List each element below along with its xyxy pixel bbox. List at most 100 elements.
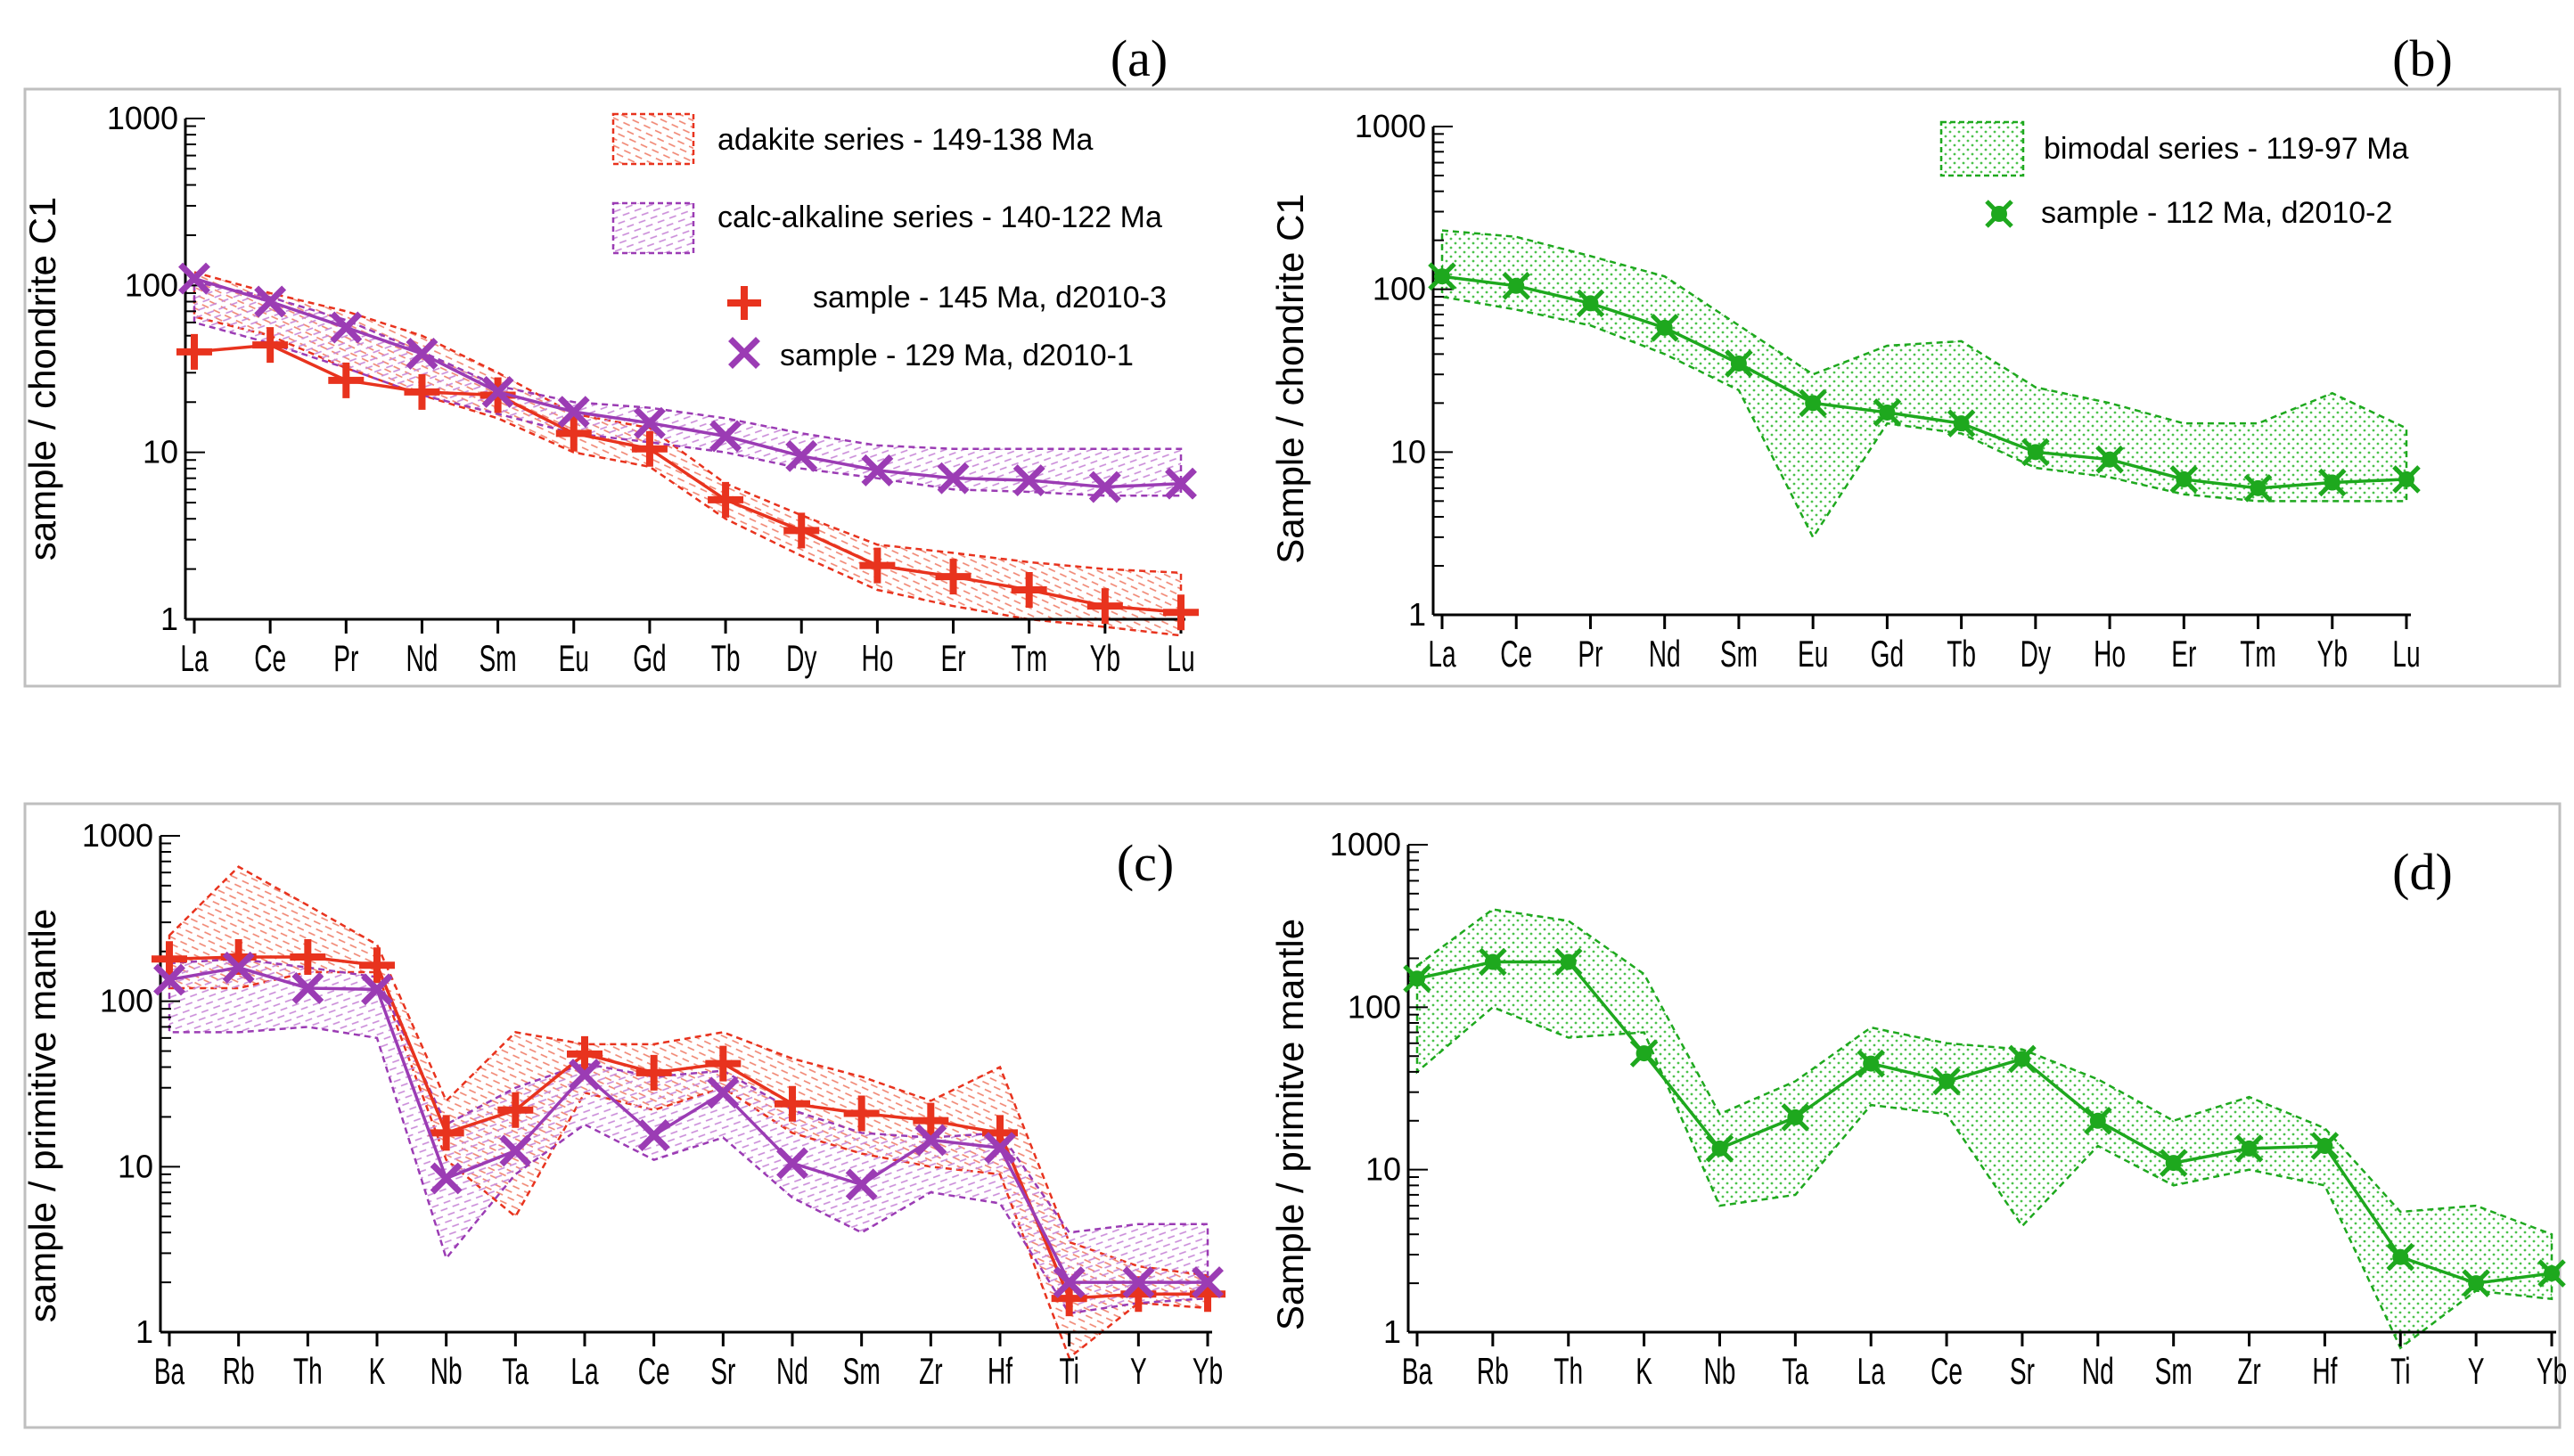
marker-x — [430, 1162, 463, 1195]
data-point-c-0 — [982, 1115, 1018, 1151]
marker-x — [914, 1124, 947, 1157]
data-point-a-0 — [404, 373, 440, 410]
x-tick-label-d: Ta — [1783, 1352, 1809, 1393]
x-tick-label-c: Ba — [154, 1352, 185, 1393]
marker-star-core — [2468, 1275, 2485, 1292]
x-tick-label-a: Eu — [559, 639, 589, 680]
panel-label-d: (d) — [2392, 843, 2453, 901]
data-point-d-0 — [1781, 1103, 1810, 1132]
data-point-d-0 — [1479, 947, 1507, 977]
x-tick-label-d: Sr — [2010, 1352, 2035, 1393]
data-point-c-1 — [1192, 1266, 1224, 1299]
x-tick-label-c: Ti — [1059, 1352, 1078, 1393]
marker-star-core — [1787, 1108, 1804, 1125]
data-point-c-0 — [843, 1095, 880, 1132]
range-a-calc_alkaline — [193, 280, 1183, 497]
marker-plus — [843, 1095, 880, 1132]
data-point-c-1 — [707, 1076, 740, 1109]
data-point-c-1 — [291, 972, 324, 1004]
x-tick-label-a: Pr — [333, 639, 358, 680]
data-point-a-1 — [937, 462, 970, 495]
data-point-c-0 — [152, 941, 187, 977]
data-point-b-0 — [2243, 474, 2273, 503]
marker-star-core — [1560, 953, 1577, 970]
data-point-a-1 — [254, 285, 287, 318]
ylabel-c: sample / primitive mantle — [21, 909, 63, 1322]
data-point-b-0 — [1576, 289, 1605, 318]
data-point-a-0 — [631, 430, 668, 467]
data-point-a-0 — [1163, 594, 1199, 631]
marker-star-core — [2544, 1265, 2560, 1282]
marker-star-core — [1434, 268, 1450, 285]
marker-plus — [705, 1045, 742, 1082]
data-point-b-0 — [2095, 445, 2124, 474]
data-point-c-1 — [1122, 1266, 1155, 1299]
marker-plus — [1163, 594, 1199, 631]
data-point-a-1 — [1088, 470, 1121, 503]
x-tick-label-a: Sm — [480, 639, 517, 680]
data-point-c-1 — [430, 1162, 463, 1195]
x-tick-label-c: Sm — [843, 1352, 881, 1393]
data-point-b-0 — [1650, 314, 1679, 342]
data-point-a-1 — [1165, 467, 1197, 500]
y-tick-label-b: 100 — [1373, 271, 1426, 307]
marker-star-core — [2013, 1051, 2030, 1067]
x-tick-label-d: K — [1635, 1352, 1652, 1393]
legend-swatch-calc-alkaline — [611, 201, 695, 255]
x-tick-label-b: Pr — [1578, 634, 1603, 675]
marker-x — [1165, 467, 1197, 500]
x-tick-label-a: Tm — [1011, 639, 1047, 680]
marker-plus — [635, 1054, 672, 1091]
data-point-b-0 — [2392, 465, 2421, 494]
data-point-c-1 — [361, 973, 393, 1006]
legend-label-bimodal: bimodal series - 119-97 Ma — [2044, 132, 2409, 166]
x-tick-label-d: Hf — [2312, 1352, 2337, 1393]
marker-star-core — [1863, 1055, 1880, 1072]
series-line-d-0 — [1416, 960, 2553, 1285]
marker-star-core — [2241, 1140, 2258, 1157]
marker-x — [361, 973, 393, 1006]
data-point-c-0 — [635, 1054, 672, 1091]
data-point-c-1 — [845, 1168, 878, 1201]
data-point-c-0 — [428, 1115, 464, 1151]
marker-star-core — [2165, 1155, 2182, 1172]
ylabel-d: Sample / primitve mantle — [1269, 919, 1311, 1330]
data-point-c-0 — [705, 1045, 742, 1082]
marker-star-core — [2398, 470, 2414, 487]
x-tick-label-a: Er — [941, 639, 966, 680]
data-point-c-1 — [153, 963, 185, 996]
panel-label-b: (b) — [2392, 29, 2453, 87]
marker-x — [845, 1168, 878, 1201]
x-tick-label-c: Hf — [988, 1352, 1012, 1393]
marker-star-core — [1805, 395, 1822, 412]
x-tick-label-c: Ta — [503, 1352, 529, 1393]
data-point-a-0 — [328, 362, 365, 398]
marker-plus — [152, 941, 187, 977]
data-point-c-0 — [1051, 1280, 1087, 1317]
series-line-a-1 — [193, 276, 1182, 489]
marker-star-core — [1939, 1073, 1955, 1090]
data-point-a-1 — [557, 396, 590, 429]
data-point-b-0 — [1947, 409, 1976, 438]
x-tick-label-d: Th — [1553, 1352, 1583, 1393]
x-tick-label-b: La — [1428, 634, 1455, 675]
x-tick-label-b: Nd — [1649, 634, 1681, 675]
marker-plus — [404, 373, 440, 410]
marker-x — [861, 454, 894, 487]
x-tick-label-d: Ce — [1930, 1352, 1963, 1393]
y-tick-label-b: 1 — [1408, 596, 1426, 633]
range-d-bimodal — [1415, 908, 2554, 1350]
x-tick-label-b: Ce — [1500, 634, 1532, 675]
data-point-a-1 — [1012, 464, 1045, 496]
data-point-c-1 — [222, 951, 255, 984]
marker-x — [785, 439, 818, 472]
data-point-a-0 — [1011, 572, 1047, 609]
marker-plus — [497, 1092, 534, 1128]
marker-star-core — [1582, 295, 1599, 312]
legend-marker-star — [1985, 200, 2013, 228]
data-point-c-0 — [359, 947, 395, 984]
data-point-c-1 — [984, 1132, 1016, 1165]
y-tick-label-a: 100 — [125, 266, 178, 303]
marker-x — [1192, 1266, 1224, 1299]
data-point-b-0 — [1502, 272, 1530, 300]
